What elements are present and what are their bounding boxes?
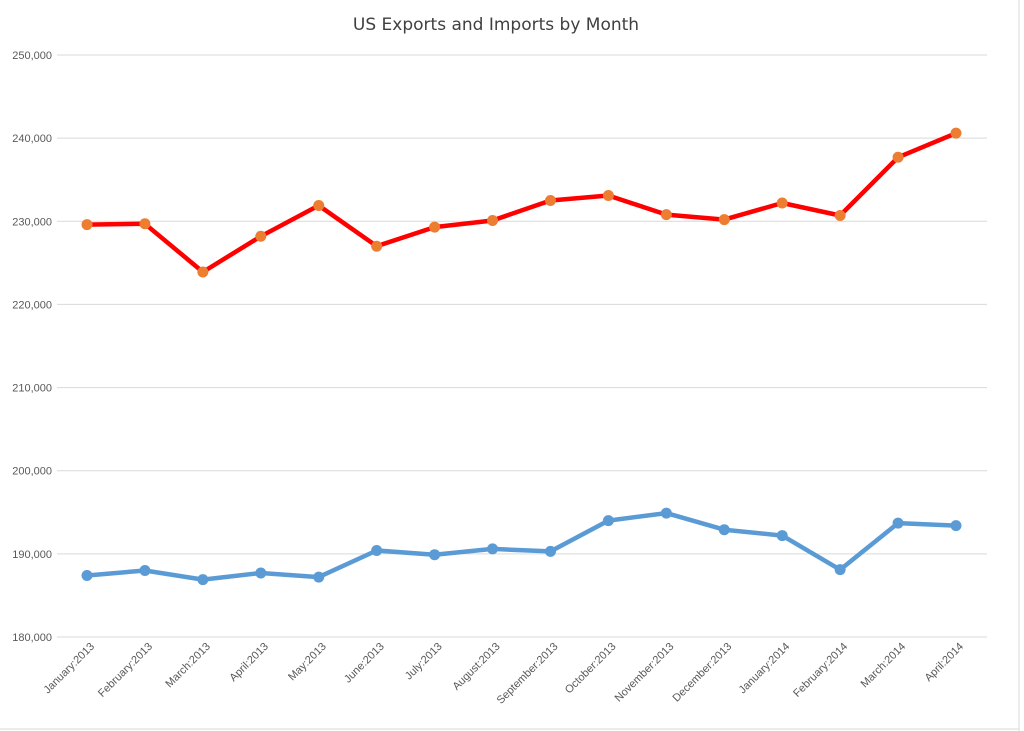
series-1-line [84,130,959,275]
series-1-point [313,199,325,211]
series-2-point [776,530,788,542]
series-1-point [544,195,556,206]
chart-title: US Exports and Imports by Month [353,15,639,35]
gridlines [57,54,987,638]
series-2-point [834,564,846,576]
series-lines [84,130,959,582]
series-2-point [139,564,151,576]
series-1-point [718,214,730,226]
series-2-point [313,571,325,583]
y-axis-tick-labels: 180,000 190,000 200,000 210,000 220,000 230,0… [12,50,52,644]
y-tick-label: 250,000 [12,50,52,62]
y-tick-label: 180,000 [12,632,52,644]
x-tick-label: December:2013 [671,641,735,705]
x-tick-label: May:2013 [286,641,329,684]
series-1-point [776,197,788,209]
series-2-point [602,515,614,527]
series-2-line [84,510,959,582]
series-2-point [892,517,904,529]
x-tick-label: November:2013 [613,641,677,705]
x-tick-label: February:2014 [791,641,850,700]
y-tick-label: 220,000 [12,299,52,311]
series-1-point [834,209,846,221]
series-1-point [950,127,962,139]
series-2-point [255,567,267,579]
series-2-point [487,543,499,555]
series-2-point [950,520,962,532]
series-1-point [139,218,151,230]
series-2-point [718,524,730,536]
series-2-point [660,507,672,519]
series-2-point [544,545,556,557]
series-2-point [197,574,209,586]
x-tick-label: October:2013 [563,641,619,697]
y-tick-label: 200,000 [12,466,52,478]
y-tick-label: 190,000 [12,549,52,561]
series-1-point [81,219,93,231]
series-1-point [371,240,383,252]
x-tick-label: March:2014 [859,641,909,691]
x-tick-label: September:2013 [495,641,561,707]
series-2-point [371,545,383,557]
series-1-point [429,221,441,233]
x-tick-label: February:2013 [96,641,155,700]
y-tick-label: 230,000 [12,216,52,228]
series-1-point [602,190,614,202]
series-markers [81,127,962,586]
series-1-point [487,214,499,226]
x-tick-label: April:2014 [923,641,967,685]
y-tick-label: 240,000 [12,133,52,145]
x-tick-label: June:2013 [342,641,387,686]
series-1-point [197,266,209,278]
y-tick-label: 210,000 [12,383,52,395]
x-tick-label: August:2013 [450,641,502,693]
x-tick-label: January:2013 [41,641,97,697]
x-tick-label: July:2013 [403,641,445,683]
x-tick-label: April:2013 [227,641,271,685]
series-2-point [429,549,441,561]
series-1-point [892,151,904,163]
series-2-point [81,569,93,581]
series-1-point [255,230,267,242]
x-tick-label: March:2013 [163,641,213,691]
series-1-point [660,209,672,221]
x-tick-label: January:2014 [737,641,793,697]
